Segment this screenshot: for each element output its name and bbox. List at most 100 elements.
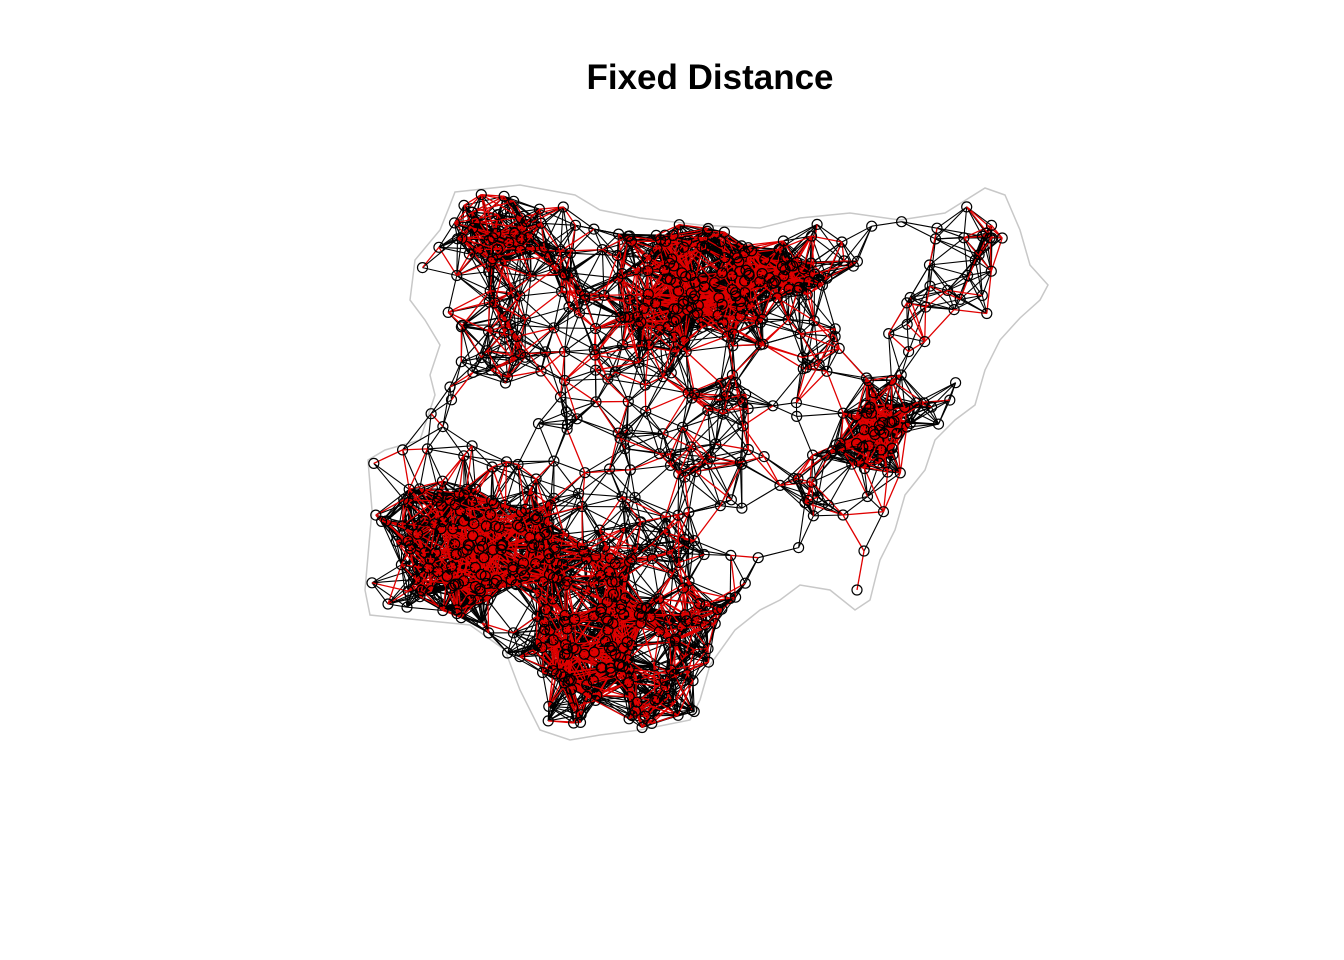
neighbour-link: [387, 589, 422, 605]
neighbour-link: [387, 603, 408, 608]
neighbour-link: [594, 348, 640, 363]
neighbour-link: [506, 461, 531, 491]
neighbour-link: [688, 547, 705, 556]
neighbour-link: [424, 520, 444, 522]
neighbour-link: [533, 478, 537, 516]
neighbour-link: [426, 413, 432, 449]
neighbour-link: [408, 590, 444, 611]
neighbour-link: [491, 466, 530, 491]
neighbour-link: [599, 527, 625, 531]
neighbour-link: [442, 480, 476, 490]
neighbour-link: [575, 224, 603, 251]
boundary-layer: [364, 184, 1049, 741]
neighbour-link: [488, 271, 521, 297]
neighbour-link: [408, 489, 425, 522]
neighbour-link: [622, 344, 640, 363]
neighbour-link: [442, 426, 473, 447]
neighbour-link: [788, 319, 836, 330]
neighbour-link: [480, 194, 499, 215]
neighbour-link: [512, 632, 521, 657]
neighbour-link: [402, 426, 444, 451]
neighbour-link: [599, 506, 626, 531]
neighbour-link: [607, 378, 646, 386]
neighbour-link: [685, 322, 724, 352]
neighbour-link: [559, 251, 566, 276]
neighbour-link: [760, 333, 801, 346]
neighbour-link: [634, 497, 665, 533]
neighbour-link: [488, 632, 509, 654]
neighbour-link: [506, 461, 537, 480]
neighbour-link: [852, 225, 873, 267]
neighbour-link: [631, 240, 670, 264]
neighbour-link: [423, 494, 465, 522]
neighbour-link: [426, 448, 443, 482]
neighbour-link: [471, 194, 482, 213]
neighbour-link: [583, 545, 605, 553]
neighbour-link: [471, 445, 507, 463]
neighbour-link: [814, 320, 836, 330]
neighbour-link: [463, 455, 476, 490]
neighbour-link: [553, 327, 595, 350]
neighbour-link: [427, 445, 473, 450]
neighbour-link: [813, 320, 820, 365]
neighbour-link: [530, 267, 555, 277]
neighbour-link: [595, 401, 628, 431]
neighbour-link: [645, 384, 689, 394]
neighbour-link: [688, 547, 731, 556]
neighbour-link: [529, 489, 555, 499]
neighbour-link: [371, 582, 408, 608]
neighbour-link: [684, 335, 728, 342]
neighbour-link: [427, 448, 464, 457]
neighbour-link: [808, 260, 845, 283]
neighbour-link: [493, 489, 530, 505]
neighbour-link: [504, 464, 519, 506]
neighbour-link: [422, 267, 457, 277]
neighbour-link: [564, 328, 596, 353]
neighbour-link: [497, 214, 506, 261]
neighbour-link: [524, 276, 532, 320]
neighbour-link: [519, 295, 555, 329]
neighbour-link: [816, 224, 845, 262]
neighbour-link: [638, 362, 646, 386]
neighbour-link: [395, 541, 417, 580]
neighbour-link: [375, 488, 410, 516]
neighbour-link: [471, 445, 476, 490]
neighbour-link: [553, 327, 596, 330]
neighbour-link: [371, 564, 402, 584]
neighbour-link: [615, 371, 664, 378]
neighbour-link: [787, 319, 804, 358]
neighbour-link: [512, 592, 537, 634]
neighbour-link: [517, 464, 522, 512]
neighbour-link: [578, 299, 586, 314]
plot-title: Fixed Distance: [586, 58, 834, 97]
neighbour-link: [510, 249, 532, 294]
neighbour-link: [406, 606, 443, 612]
neighbour-link: [417, 568, 452, 589]
neighbour-link: [788, 319, 815, 322]
neighbour-link: [519, 275, 532, 297]
neighbour-link: [488, 632, 521, 658]
neighbour-link: [553, 291, 563, 328]
neighbour-link: [580, 273, 623, 292]
neighbour-link: [570, 252, 618, 257]
neighbour-link: [406, 591, 409, 608]
neighbour-link: [407, 568, 419, 592]
neighbour-link: [471, 445, 493, 468]
neighbour-link: [593, 228, 603, 250]
neighbour-link: [371, 567, 418, 584]
neighbour-link: [802, 320, 815, 358]
neighbour-link: [447, 275, 458, 313]
neighbour-link: [396, 524, 414, 542]
neighbour-link: [594, 295, 605, 329]
neighbour-link: [720, 336, 728, 384]
neighbour-link: [841, 225, 872, 243]
neighbour-link: [670, 351, 677, 373]
neighbour-link: [685, 351, 689, 394]
neighbour-link: [373, 463, 405, 500]
neighbour-link: [477, 599, 490, 634]
neighbour-link: [535, 478, 555, 499]
neighbour-link: [783, 240, 812, 264]
neighbour-link: [821, 285, 836, 329]
neighbour-link: [811, 235, 845, 262]
neighbour-link: [468, 253, 491, 292]
